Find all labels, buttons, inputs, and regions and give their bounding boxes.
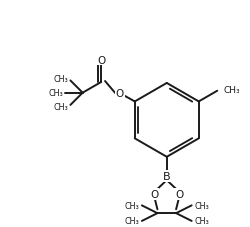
- Text: O: O: [97, 55, 105, 65]
- Text: CH₃: CH₃: [194, 217, 209, 225]
- Text: CH₃: CH₃: [54, 75, 68, 84]
- Text: B: B: [163, 171, 170, 181]
- Text: CH₃: CH₃: [223, 86, 240, 95]
- Text: O: O: [116, 88, 124, 98]
- Text: O: O: [150, 189, 159, 199]
- Text: O: O: [175, 189, 183, 199]
- Text: CH₃: CH₃: [54, 103, 68, 112]
- Text: CH₃: CH₃: [48, 89, 63, 98]
- Text: CH₃: CH₃: [194, 201, 209, 210]
- Text: CH₃: CH₃: [124, 217, 139, 225]
- Text: CH₃: CH₃: [124, 201, 139, 210]
